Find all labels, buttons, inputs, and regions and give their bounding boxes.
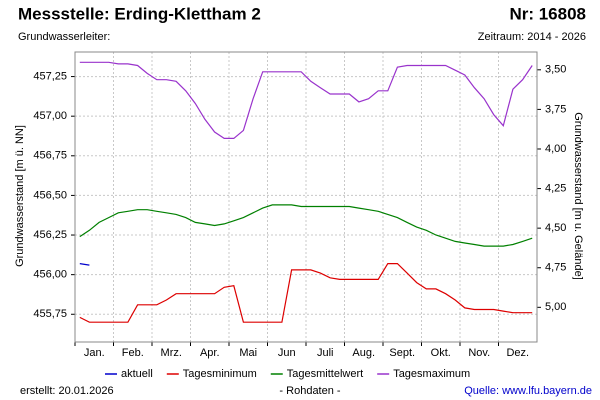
x-tick-label: Jun	[278, 347, 296, 359]
legend-label: Tagesmittelwert	[287, 368, 363, 380]
x-tick-label: Okt.	[431, 347, 451, 359]
x-tick-label: Mai	[239, 347, 257, 359]
y2-tick-label: 4,25	[545, 182, 566, 194]
x-tick-label: Aug.	[352, 347, 375, 359]
x-tick-label: Nov.	[468, 347, 490, 359]
y2-tick-label: 3,75	[545, 103, 566, 115]
x-tick-label: Jan.	[84, 347, 105, 359]
y2-tick-label: 4,00	[545, 143, 566, 155]
y-axis-label: Grundwasserstand [m ü. NN]	[14, 125, 26, 267]
y-tick-label: 456,00	[33, 269, 67, 281]
series-line	[79, 204, 533, 247]
x-tick-label: Dez.	[506, 347, 529, 359]
x-tick-label: Feb.	[122, 347, 144, 359]
y2-tick-label: 4,50	[545, 222, 566, 234]
series-line	[79, 61, 533, 139]
x-tick-label: Juli	[317, 347, 334, 359]
created-date: erstellt: 20.01.2026	[20, 385, 114, 397]
subtitle: Grundwasserleiter:	[18, 31, 110, 43]
x-tick-label: Sept.	[389, 347, 415, 359]
source-link[interactable]: Quelle: www.lfu.bayern.de	[464, 385, 592, 397]
y-tick-label: 457,00	[33, 110, 67, 122]
y-tick-label: 456,75	[33, 150, 67, 162]
legend-label: aktuell	[121, 368, 153, 380]
series-line	[79, 263, 533, 323]
plot-frame	[74, 51, 538, 343]
legend-label: Tagesminimum	[183, 368, 257, 380]
chart-title: Messstelle: Erding-Klettham 2	[18, 4, 261, 23]
x-tick-label: Mrz.	[161, 347, 182, 359]
data-note: - Rohdaten -	[279, 385, 340, 397]
station-number: Nr: 16808	[509, 4, 586, 23]
y-tick-label: 457,25	[33, 70, 67, 82]
period: Zeitraum: 2014 - 2026	[478, 31, 586, 43]
x-tick-label: Apr.	[200, 347, 220, 359]
y2-tick-label: 5,00	[545, 301, 566, 313]
y2-axis-label: Grundwasserstand [m u. Gelände]	[572, 112, 584, 280]
series-line	[79, 263, 90, 266]
y2-tick-label: 4,75	[545, 262, 566, 274]
legend-label: Tagesmaximum	[393, 368, 470, 380]
y-tick-label: 456,25	[33, 229, 67, 241]
y-tick-label: 455,75	[33, 308, 67, 320]
y-tick-label: 456,50	[33, 189, 67, 201]
y2-tick-label: 3,50	[545, 64, 566, 76]
